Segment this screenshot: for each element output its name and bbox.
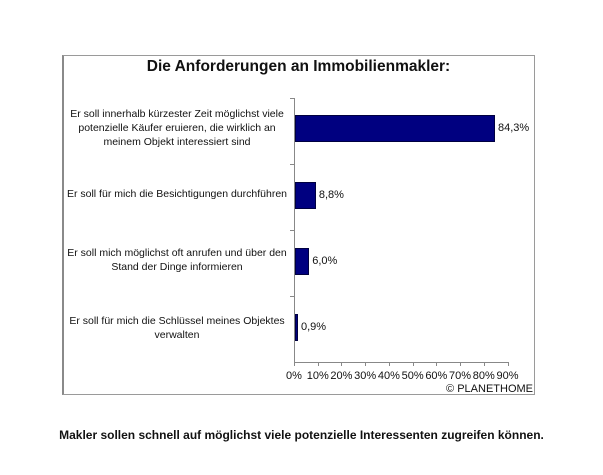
value-label-4: 0,9% <box>301 321 327 333</box>
x-axis <box>294 362 509 363</box>
x-tick-label: 20% <box>330 370 353 382</box>
x-tick-label: 90% <box>496 370 519 382</box>
y-tick <box>290 296 294 297</box>
x-tick-label: 80% <box>472 370 495 382</box>
x-tick <box>365 362 367 366</box>
x-tick <box>436 362 438 366</box>
x-tick <box>341 362 343 366</box>
category-line: meinem Objekt interessiert sind <box>103 136 251 148</box>
x-tick-label: 30% <box>354 370 377 382</box>
bar-1 <box>295 115 495 142</box>
value-label-3: 6,0% <box>312 255 338 267</box>
category-label-2: Er soll für mich die Besichtigungen durc… <box>64 187 290 201</box>
bar-3 <box>295 248 310 275</box>
chart-title: Die Anforderungen an Immobilienmakler: <box>146 58 451 75</box>
category-line: Er soll für mich die Schlüssel meines Ob… <box>69 315 285 327</box>
x-tick-label: 40% <box>377 370 400 382</box>
x-tick <box>507 362 509 366</box>
x-tick <box>388 362 390 366</box>
x-tick <box>483 362 485 366</box>
category-label-1: Er soll innerhalb kürzester Zeit möglich… <box>64 107 290 149</box>
category-line: Er soll innerhalb kürzester Zeit möglich… <box>70 108 284 120</box>
x-tick-label: 70% <box>449 370 472 382</box>
x-tick-label: 0% <box>286 370 302 382</box>
category-label-3: Er soll mich möglichst oft anrufen und ü… <box>64 246 290 274</box>
y-tick <box>290 230 294 231</box>
y-tick <box>290 164 294 165</box>
y-axis <box>294 98 295 362</box>
caption: Makler sollen schnell auf möglichst viel… <box>59 428 544 442</box>
category-line: Er soll für mich die Besichtigungen durc… <box>66 188 288 200</box>
category-label-4: Er soll für mich die Schlüssel meines Ob… <box>64 314 290 342</box>
category-line: Er soll mich möglichst oft anrufen und ü… <box>67 247 287 259</box>
x-tick <box>294 362 295 366</box>
copyright-label: © PLANETHOME <box>446 383 533 395</box>
x-tick <box>460 362 462 366</box>
x-tick-label: 60% <box>425 370 448 382</box>
x-tick-label: 10% <box>306 370 329 382</box>
category-line: Stand der Dinge informieren <box>111 261 243 273</box>
bar-4 <box>295 314 298 341</box>
chart-frame <box>62 55 535 395</box>
y-tick <box>290 98 294 99</box>
category-line: verwalten <box>154 329 200 341</box>
x-tick <box>412 362 414 366</box>
x-tick <box>317 362 319 366</box>
x-tick-label: 50% <box>401 370 424 382</box>
category-line: potenzielle Käufer eruieren, die wirklic… <box>78 122 276 134</box>
value-label-2: 8,8% <box>318 189 344 201</box>
bar-2 <box>295 182 316 209</box>
value-label-1: 84,3% <box>497 122 530 134</box>
